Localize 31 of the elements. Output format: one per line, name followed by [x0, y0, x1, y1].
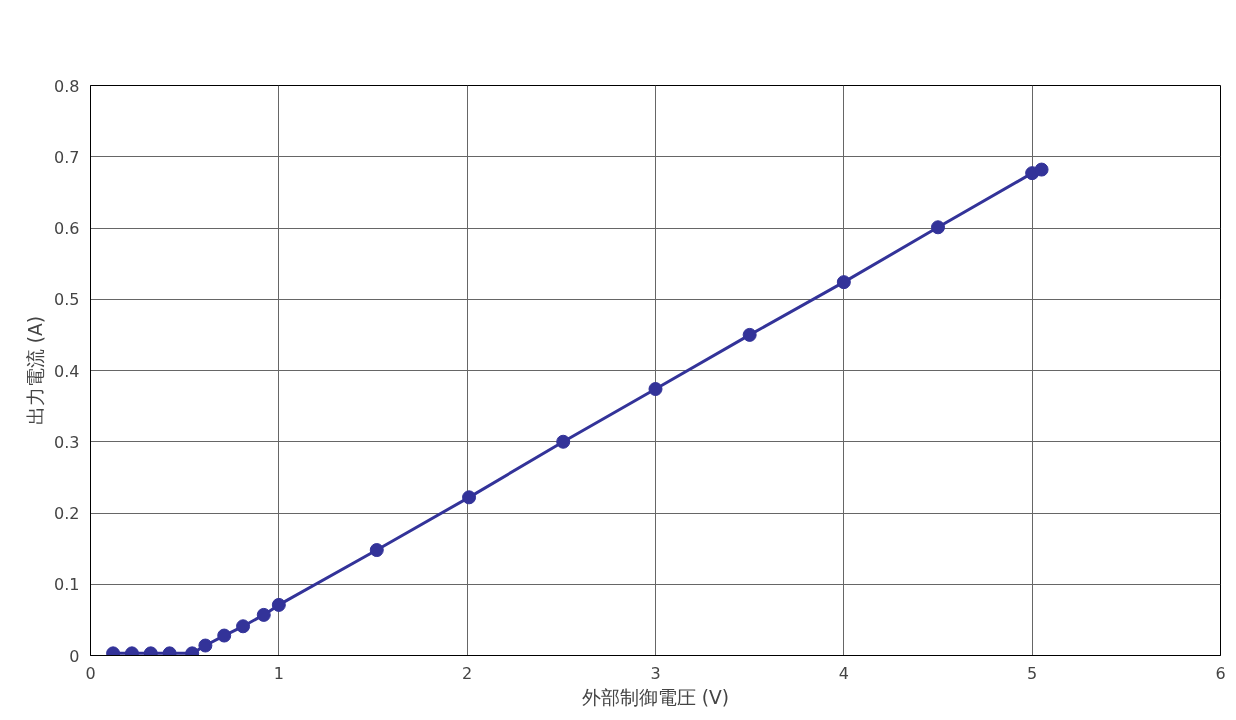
y-tick-label: 0.1	[54, 575, 80, 595]
point	[742, 327, 757, 342]
y-tick-label: 0.2	[54, 504, 80, 523]
y-tick-label: 0.5	[54, 290, 80, 310]
point	[648, 382, 663, 397]
point	[836, 275, 851, 290]
point	[256, 607, 271, 622]
y-tick-label: 0.4	[54, 361, 80, 381]
point	[217, 628, 232, 643]
point	[198, 638, 213, 653]
y-tick-label: 0	[69, 646, 80, 666]
y-tick-label: 0.8	[54, 76, 80, 96]
x-tick-label: 5	[1027, 663, 1038, 683]
point	[236, 619, 251, 634]
point	[931, 220, 945, 235]
point	[271, 597, 286, 612]
point	[369, 543, 384, 558]
x-tick-label: 1	[273, 663, 284, 683]
point	[462, 490, 477, 505]
y-axis-title: 出力電流 (A)	[25, 315, 47, 426]
y-tick-label: 0.6	[54, 219, 80, 238]
x-axis-title: 外部制御電圧 (V)	[581, 686, 730, 708]
x-tick-label: 2	[462, 663, 473, 683]
x-tick-label: 4	[838, 663, 849, 683]
y-tick-label: 0.3	[54, 432, 80, 452]
x-tick-label: 0	[85, 663, 96, 683]
x-tick-label: 6	[1215, 663, 1226, 683]
x-tick-label: 3	[650, 663, 661, 683]
y-tick-label: 0.7	[54, 147, 80, 167]
point	[1034, 162, 1049, 177]
point	[556, 434, 571, 449]
